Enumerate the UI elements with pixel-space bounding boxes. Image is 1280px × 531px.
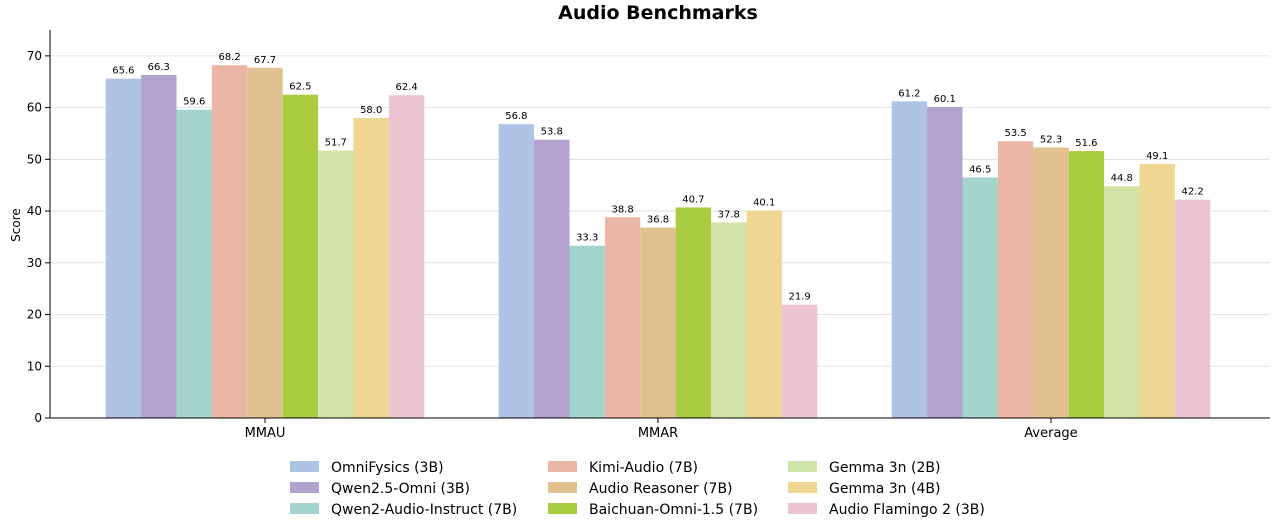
bar-value-label: 46.5: [969, 164, 991, 175]
bar: [388, 95, 425, 419]
bar-value-label: 66.3: [148, 62, 170, 73]
bar: [1104, 186, 1140, 418]
legend-swatch: [548, 503, 577, 514]
y-axis-ticks: 0 10 20 30 40 50 60 70: [27, 49, 50, 425]
bar: [640, 227, 676, 418]
bar: [927, 107, 963, 418]
legend-label: OmniFysics (3B): [331, 460, 444, 476]
legend-label: Baichuan-Omni-1.5 (7B): [589, 502, 758, 518]
x-tick-label: MMAU: [245, 426, 286, 441]
legend-label: Qwen2-Audio-Instruct (7B): [331, 502, 517, 518]
y-tick-label: 40: [27, 204, 42, 218]
bar: [962, 177, 998, 418]
bar: [141, 75, 177, 419]
bar: [1174, 199, 1211, 418]
bar: [247, 67, 283, 419]
bar-value-label: 33.3: [576, 233, 598, 244]
bar-value-label: 37.8: [718, 209, 740, 220]
bar: [711, 222, 747, 418]
bar: [353, 117, 389, 419]
bar-value-label: 59.6: [183, 97, 205, 108]
data-labels: 65.6 66.3 59.6 68.2 67.7 62.5 51.7 58.0 62.4 56.8…: [112, 52, 1203, 303]
bar-value-label: 40.1: [753, 198, 775, 209]
bar: [534, 139, 570, 418]
bar-value-label: 40.7: [682, 194, 704, 205]
y-tick-label: 0: [34, 411, 42, 425]
bar-value-label: 58.0: [360, 105, 382, 116]
bar-value-label: 53.5: [1004, 128, 1026, 139]
bar-value-label: 51.7: [325, 138, 347, 149]
bar: [1068, 151, 1105, 418]
y-tick-label: 70: [27, 49, 42, 63]
bar: [1033, 147, 1069, 418]
legend-label: Kimi-Audio (7B): [589, 460, 698, 476]
bar: [569, 245, 605, 418]
bar-value-label: 68.2: [218, 52, 240, 63]
x-tick-label: Average: [1024, 426, 1077, 441]
bar: [781, 304, 818, 418]
bar-value-label: 38.8: [611, 204, 633, 215]
legend-swatch: [788, 482, 817, 493]
bar-value-label: 62.4: [395, 82, 417, 93]
legend-swatch: [290, 482, 319, 493]
bar-value-label: 36.8: [647, 215, 669, 226]
bar-value-label: 65.6: [112, 66, 134, 77]
x-tick-label: MMAR: [638, 426, 678, 441]
bar-value-label: 56.8: [505, 111, 527, 122]
bar: [675, 207, 712, 418]
legend-swatch: [788, 461, 817, 472]
bar-value-label: 51.6: [1075, 138, 1097, 149]
bar: [746, 210, 782, 418]
legend-label: Gemma 3n (4B): [829, 481, 940, 497]
bar-value-label: 53.8: [541, 127, 563, 138]
bar: [176, 109, 212, 418]
bar: [997, 141, 1034, 418]
bar-value-label: 21.9: [788, 292, 810, 303]
legend-label: Qwen2.5-Omni (3B): [331, 481, 470, 497]
y-tick-label: 10: [27, 359, 42, 373]
bar-value-label: 61.2: [898, 88, 920, 99]
bar: [1139, 163, 1175, 418]
y-tick-label: 30: [27, 256, 42, 270]
legend-swatch: [548, 482, 577, 493]
bar-value-label: 60.1: [934, 94, 956, 105]
bar-value-label: 42.2: [1181, 187, 1203, 198]
bar-value-label: 52.3: [1040, 134, 1062, 145]
legend-swatch: [788, 503, 817, 514]
bar: [498, 124, 535, 418]
y-axis-label: Score: [9, 208, 23, 242]
legend: OmniFysics (3B) Qwen2.5-Omni (3B) Qwen2-Au…: [290, 460, 985, 518]
y-tick-label: 60: [27, 101, 42, 115]
bar: [891, 101, 928, 418]
bar-value-label: 44.8: [1111, 173, 1133, 184]
bar-value-label: 62.5: [289, 82, 311, 93]
legend-label: Audio Reasoner (7B): [589, 481, 733, 497]
bar: [105, 78, 142, 418]
bars: [105, 65, 1211, 419]
bar: [318, 150, 354, 418]
x-axis-categories: MMAU MMAR Average: [245, 418, 1078, 441]
legend-label: Gemma 3n (2B): [829, 460, 940, 476]
chart-title: Audio Benchmarks: [558, 2, 758, 24]
legend-label: Audio Flamingo 2 (3B): [829, 502, 985, 518]
y-tick-label: 20: [27, 308, 42, 322]
legend-swatch: [290, 461, 319, 472]
bar: [211, 65, 248, 419]
bar: [604, 217, 641, 418]
legend-swatch: [548, 461, 577, 472]
bar-value-label: 67.7: [254, 55, 276, 66]
bar-value-label: 49.1: [1146, 151, 1168, 162]
y-tick-label: 50: [27, 152, 42, 166]
legend-swatch: [290, 503, 319, 514]
axes: [49, 30, 1270, 419]
bar: [282, 94, 319, 419]
